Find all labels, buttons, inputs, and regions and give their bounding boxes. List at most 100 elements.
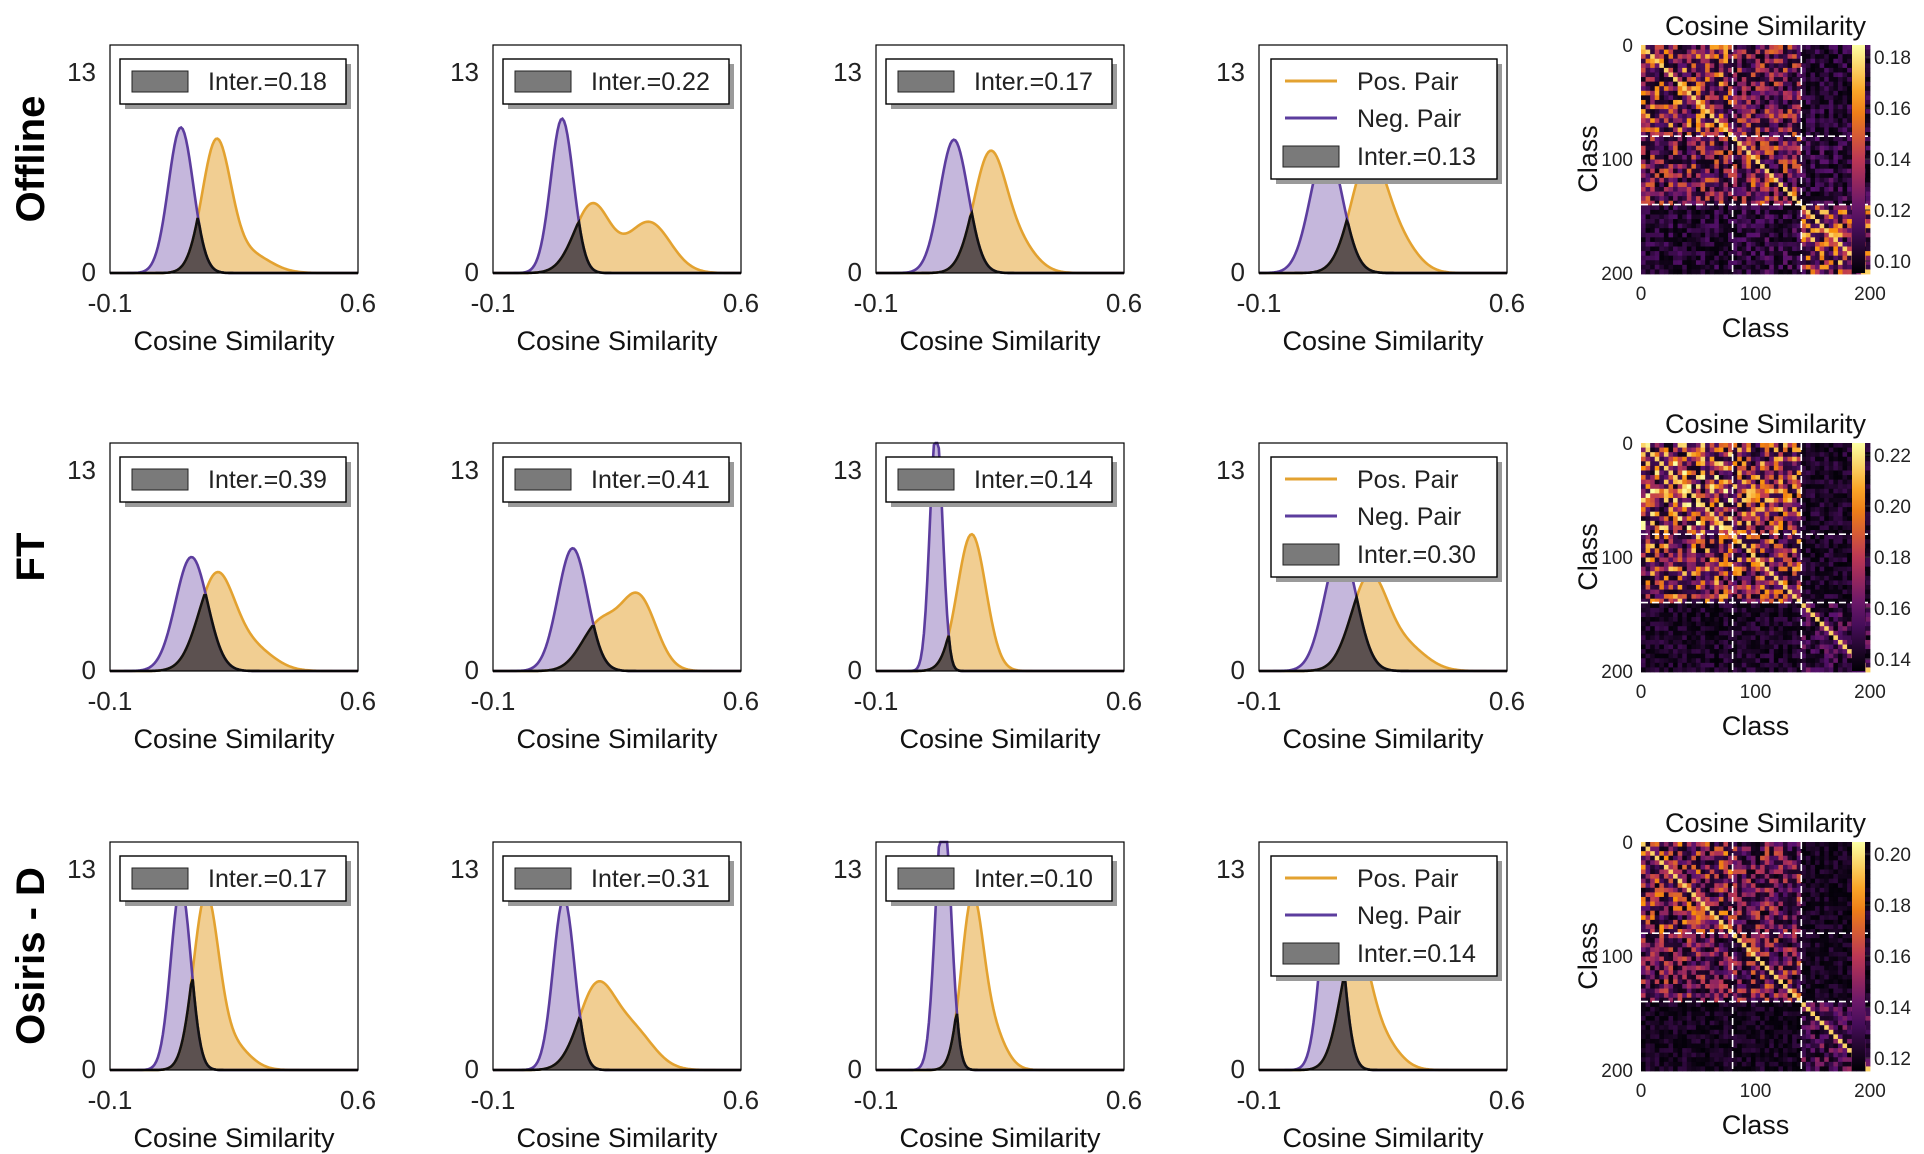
heatmap-cell <box>1746 552 1752 558</box>
heatmap-cell <box>1650 209 1656 215</box>
heatmap-cell <box>1746 49 1752 55</box>
heatmap-cell <box>1695 127 1701 133</box>
heatmap-cell <box>1778 150 1784 156</box>
heatmap-cell <box>1650 196 1656 202</box>
heatmap-cell <box>1764 598 1770 604</box>
heatmap-cell <box>1700 539 1706 545</box>
heatmap-cell <box>1746 626 1752 632</box>
heatmap-cell <box>1723 456 1729 462</box>
heatmap-cell <box>1650 589 1656 595</box>
heatmap-cell <box>1760 580 1766 586</box>
heatmap-cell <box>1654 452 1660 458</box>
heatmap-cell <box>1755 552 1761 558</box>
heatmap-cell <box>1741 132 1747 137</box>
heatmap-cell <box>1682 649 1688 655</box>
heatmap-cell <box>1801 251 1807 257</box>
heatmap-cell <box>1801 150 1807 156</box>
heatmap-cell <box>1695 95 1701 101</box>
heatmap-cell <box>1746 237 1752 243</box>
heatmap-cell <box>1824 269 1830 275</box>
heatmap-cell <box>1668 525 1674 531</box>
heatmap-cell <box>1645 525 1651 531</box>
heatmap-cell <box>1764 630 1770 636</box>
heatmap-cell <box>1723 649 1729 655</box>
heatmap-cell <box>1673 127 1679 133</box>
heatmap-cell <box>1769 644 1775 650</box>
heatmap-cell <box>1824 255 1830 261</box>
heatmap-cell <box>1641 530 1646 535</box>
axes-frame <box>492 44 742 274</box>
heatmap-cell <box>1659 575 1665 581</box>
heatmap-cell <box>1805 516 1811 522</box>
heatmap-cell <box>1663 493 1669 499</box>
heatmap-cell <box>1645 136 1651 142</box>
heatmap-cell <box>1677 118 1683 124</box>
heatmap-cell <box>1801 45 1807 50</box>
heatmap-cell <box>1682 452 1688 458</box>
heatmap-cell <box>1714 557 1720 563</box>
heatmap-cell <box>1746 617 1752 623</box>
heatmap-cell <box>1723 598 1729 604</box>
heatmap-cell <box>1705 607 1711 613</box>
heatmap-cell <box>1833 223 1839 229</box>
heatmap-cell <box>1650 45 1656 50</box>
heatmap-cell <box>1741 186 1747 192</box>
heatmap-cell <box>1654 99 1660 105</box>
heatmap-cell <box>1686 214 1692 220</box>
heatmap-cell <box>1865 132 1871 137</box>
heatmap-cell <box>1750 447 1756 453</box>
heatmap-cell <box>1815 191 1821 197</box>
heatmap-cell <box>1847 621 1853 627</box>
heatmap-cell <box>1650 539 1656 545</box>
heatmap-cell <box>1815 260 1821 266</box>
heatmap-cell <box>1755 67 1761 73</box>
heatmap-cell <box>1673 196 1679 202</box>
heatmap-cell <box>1714 507 1720 513</box>
heatmap-cell <box>1865 264 1871 270</box>
heatmap-cell <box>1810 63 1816 69</box>
heatmap-cell <box>1668 552 1674 558</box>
heatmap-cell <box>1663 488 1669 494</box>
heatmap-cell <box>1659 219 1665 225</box>
heatmap-cell <box>1677 603 1683 609</box>
heatmap-cell <box>1686 649 1692 655</box>
heatmap-cell <box>1654 653 1660 659</box>
heatmap-cell <box>1865 228 1871 234</box>
heatmap-cell <box>1700 562 1706 568</box>
heatmap-cell <box>1663 164 1669 170</box>
heatmap-cell <box>1714 99 1720 105</box>
heatmap-cell <box>1682 548 1688 554</box>
heatmap-cell <box>1815 598 1821 604</box>
heatmap-cell <box>1741 543 1747 549</box>
heatmap-cell <box>1815 447 1821 453</box>
heatmap-cell <box>1682 580 1688 586</box>
heatmap-cell <box>1815 475 1821 481</box>
heatmap-cell <box>1718 639 1724 645</box>
heatmap-cell <box>1810 173 1816 179</box>
heatmap-cell <box>1769 461 1775 467</box>
heatmap-cell <box>1787 63 1793 69</box>
heatmap-cell <box>1700 168 1706 174</box>
heatmap-cell <box>1718 228 1724 234</box>
heatmap-cell <box>1709 461 1715 467</box>
heatmap-cell <box>1796 461 1802 467</box>
heatmap-cell <box>1760 118 1766 124</box>
heatmap-cell <box>1833 475 1839 481</box>
heatmap-cell <box>1732 534 1738 540</box>
heatmap-cell <box>1723 607 1729 613</box>
heatmap-cell <box>1750 109 1756 115</box>
heatmap-cell <box>1760 81 1766 87</box>
heatmap-cell <box>1819 607 1825 613</box>
heatmap-cell <box>1755 571 1761 577</box>
heatmap-cell <box>1718 594 1724 600</box>
heatmap-cell <box>1819 196 1825 202</box>
heatmap-cell <box>1714 77 1720 83</box>
heatmap-cell <box>1801 214 1807 220</box>
heatmap-cell <box>1801 132 1807 137</box>
heatmap-cell <box>1792 196 1798 202</box>
heatmap-cell <box>1750 562 1756 568</box>
heatmap-cell <box>1737 90 1743 96</box>
heatmap-cell <box>1755 127 1761 133</box>
heatmap-cell <box>1718 456 1724 462</box>
heatmap-cell <box>1718 479 1724 485</box>
